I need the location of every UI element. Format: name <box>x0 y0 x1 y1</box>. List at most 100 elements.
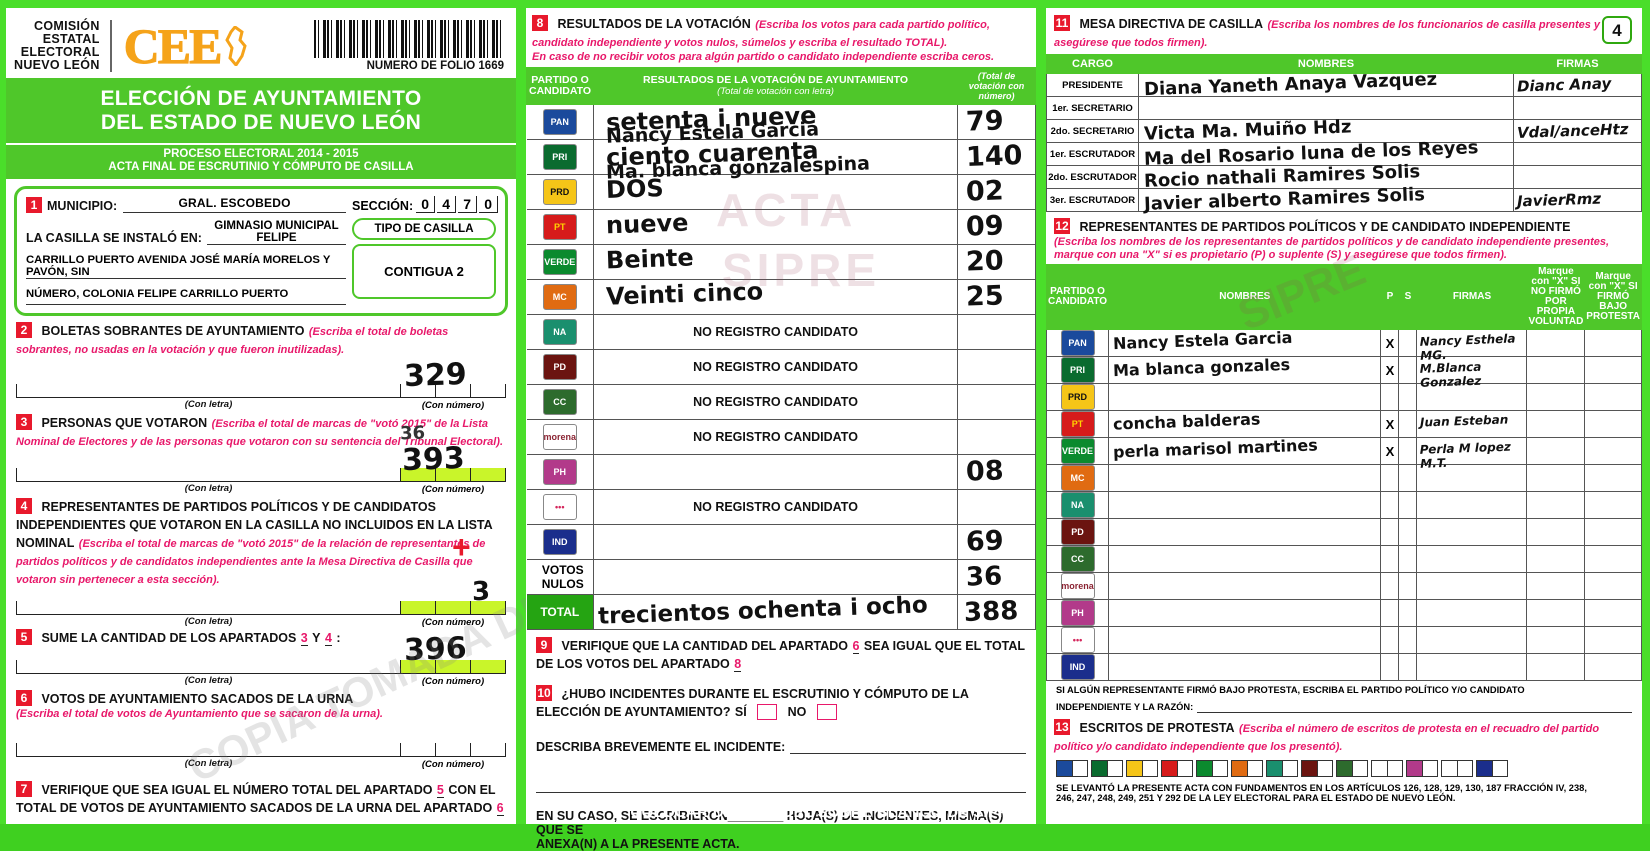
rep-firma[interactable] <box>1416 626 1528 654</box>
rep-s-mark[interactable] <box>1398 383 1418 411</box>
results-row-letra[interactable]: DOS <box>593 174 958 210</box>
protesta-input-prd[interactable] <box>1142 760 1157 776</box>
section-6-numero-field[interactable]: (Con número) <box>400 743 506 770</box>
rep-nombre[interactable] <box>1108 518 1382 546</box>
rep-firma[interactable]: M.Blanca Gonzalez <box>1416 356 1528 390</box>
protesta-input-indep[interactable] <box>1492 760 1507 776</box>
rep-firma[interactable] <box>1416 599 1528 627</box>
protesta-input-alianza[interactable] <box>1282 760 1297 776</box>
rep-nombre[interactable] <box>1108 491 1382 519</box>
rep-protesta-1[interactable] <box>1526 491 1586 519</box>
section-5-letra-field[interactable]: (Con letra) <box>16 660 400 686</box>
describe-incidente-input-2[interactable] <box>536 776 1026 793</box>
protesta-input-humanista[interactable] <box>1422 760 1437 776</box>
rep-nombre[interactable] <box>1108 599 1382 627</box>
casilla-address-line-2[interactable]: CARRILLO PUERTO AVENIDA JOSÉ MARÍA MOREL… <box>26 254 346 279</box>
casilla-address-line-3[interactable]: NÚMERO, COLONIA FELIPE CARRILLO PUERTO <box>26 288 346 305</box>
mesa-firma[interactable] <box>1513 96 1642 120</box>
section-3-numero-field[interactable]: (Con número) 393 36 <box>400 423 506 495</box>
describe-incidente-input[interactable] <box>790 737 1026 754</box>
rep-nombre[interactable] <box>1108 464 1382 492</box>
results-row-numero[interactable] <box>957 314 1036 350</box>
seccion-digit-1[interactable]: 0 <box>416 196 436 213</box>
rep-nombre[interactable] <box>1108 545 1382 573</box>
rep-protesta-2[interactable] <box>1584 329 1642 357</box>
rep-firma[interactable] <box>1416 518 1528 546</box>
rep-s-mark[interactable] <box>1398 545 1418 573</box>
municipio-value[interactable]: GRAL. ESCOBEDO <box>123 196 346 213</box>
results-row-letra[interactable]: Veinti cinco <box>593 277 958 315</box>
rep-protesta-1[interactable] <box>1526 437 1586 465</box>
results-row-letra[interactable]: nueve <box>593 209 958 245</box>
rep-protesta-2[interactable] <box>1584 383 1642 411</box>
seccion-digit-4[interactable]: 0 <box>479 196 499 213</box>
casilla-address-line-1[interactable]: GIMNASIO MUNICIPAL FELIPE <box>206 220 346 245</box>
rep-p-mark[interactable] <box>1380 491 1400 519</box>
protesta-box-humanista[interactable] <box>1406 759 1438 777</box>
rep-protesta-1[interactable] <box>1526 599 1586 627</box>
results-row-numero[interactable] <box>957 384 1036 420</box>
rep-protesta-1[interactable] <box>1526 518 1586 546</box>
si-checkbox[interactable] <box>757 703 778 720</box>
rep-firma[interactable] <box>1416 383 1528 411</box>
rep-p-mark[interactable] <box>1380 383 1400 411</box>
protesta-razon-input[interactable] <box>1197 696 1632 713</box>
rep-protesta-1[interactable] <box>1526 383 1586 411</box>
rep-protesta-2[interactable] <box>1584 464 1642 492</box>
rep-s-mark[interactable] <box>1398 653 1418 681</box>
rep-p-mark[interactable] <box>1380 572 1400 600</box>
rep-p-mark[interactable] <box>1380 464 1400 492</box>
results-row-letra[interactable]: NO REGISTRO CANDIDATO <box>593 314 958 350</box>
protesta-box-alianza[interactable] <box>1266 759 1298 777</box>
no-checkbox[interactable] <box>816 703 837 720</box>
rep-s-mark[interactable] <box>1398 410 1418 438</box>
protesta-input-mc[interactable] <box>1247 760 1262 776</box>
seccion-digit-2[interactable]: 4 <box>437 196 457 213</box>
protesta-box-pri[interactable] <box>1091 759 1123 777</box>
rep-protesta-2[interactable] <box>1584 518 1642 546</box>
votos-nulos-letra[interactable] <box>593 559 958 595</box>
rep-nombre[interactable] <box>1108 653 1382 681</box>
rep-protesta-1[interactable] <box>1526 545 1586 573</box>
results-row-letra[interactable]: NO REGISTRO CANDIDATO <box>593 489 958 525</box>
rep-protesta-1[interactable] <box>1526 572 1586 600</box>
rep-protesta-2[interactable] <box>1584 545 1642 573</box>
rep-firma[interactable] <box>1416 653 1528 681</box>
protesta-input-verde[interactable] <box>1212 760 1227 776</box>
rep-protesta-2[interactable] <box>1584 491 1642 519</box>
results-row-numero[interactable] <box>957 489 1036 525</box>
rep-firma[interactable] <box>1416 572 1528 600</box>
rep-protesta-2[interactable] <box>1584 653 1642 681</box>
mesa-nombre[interactable]: Ma del Rosario luna de los Reyes <box>1138 137 1514 170</box>
rep-p-mark[interactable] <box>1380 653 1400 681</box>
protesta-box-verde[interactable] <box>1196 759 1228 777</box>
results-row-letra[interactable]: NO REGISTRO CANDIDATO <box>593 419 958 455</box>
rep-nombre[interactable] <box>1108 572 1382 600</box>
rep-protesta-2[interactable] <box>1584 572 1642 600</box>
rep-s-mark[interactable] <box>1398 491 1418 519</box>
seccion-digit-3[interactable]: 7 <box>458 196 478 213</box>
results-row-letra[interactable] <box>593 454 958 490</box>
mesa-nombre[interactable]: Diana Yaneth Anaya Vazquez <box>1138 69 1514 100</box>
mesa-firma[interactable] <box>1513 142 1642 166</box>
rep-p-mark[interactable] <box>1380 545 1400 573</box>
tipo-casilla-value[interactable]: CONTIGUA 2 <box>352 244 496 299</box>
mesa-firma[interactable] <box>1513 165 1642 189</box>
seccion-digits[interactable]: 0 4 7 0 <box>416 196 499 213</box>
rep-protesta-1[interactable] <box>1526 410 1586 438</box>
protesta-box-pan[interactable] <box>1056 759 1088 777</box>
rep-s-mark[interactable] <box>1398 518 1418 546</box>
total-numero-cell[interactable]: 388 <box>957 594 1036 630</box>
protesta-input-pt[interactable] <box>1177 760 1192 776</box>
rep-nombre[interactable]: perla marisol martines <box>1108 435 1382 465</box>
rep-p-mark[interactable]: X <box>1380 329 1400 357</box>
rep-protesta-1[interactable] <box>1526 464 1586 492</box>
protesta-input-pri[interactable] <box>1107 760 1122 776</box>
rep-p-mark[interactable]: X <box>1380 356 1400 384</box>
section-5-numero-field[interactable]: (Con número) 396 <box>400 631 506 687</box>
rep-s-mark[interactable] <box>1398 329 1418 357</box>
results-row-numero[interactable]: 69 <box>957 524 1036 560</box>
rep-p-mark[interactable] <box>1380 626 1400 654</box>
protesta-box-encuentro[interactable] <box>1441 759 1473 777</box>
results-row-numero[interactable]: 140 <box>957 139 1036 175</box>
